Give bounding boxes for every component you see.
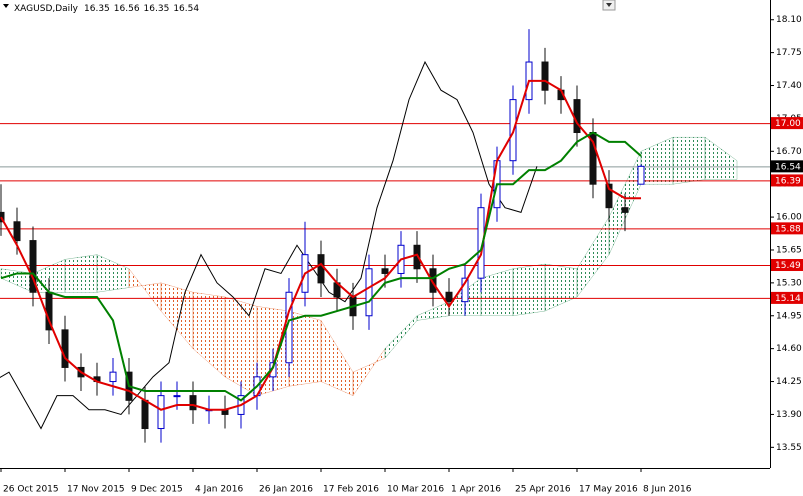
- cloud-segment: [512, 263, 546, 316]
- cloud-segment: [64, 254, 98, 293]
- candle-body: [61, 329, 69, 368]
- y-tick-label: 14.60: [776, 344, 802, 354]
- x-tick-label: 26 Jan 2016: [259, 485, 313, 495]
- candle-body: [621, 207, 629, 213]
- x-tick-label: 17 Nov 2015: [67, 485, 125, 495]
- high: 16.56: [114, 4, 140, 14]
- candle-body: [413, 244, 421, 270]
- candle-body: [109, 371, 117, 383]
- chart-title: XAGUSD,Daily 16.35 16.56 16.35 16.54: [14, 4, 199, 14]
- y-tick-label: 14.95: [776, 311, 802, 321]
- candle-body: [141, 399, 149, 430]
- price-tag-label: 15.14: [775, 294, 801, 304]
- x-tick-label: 10 Mar 2016: [387, 485, 444, 495]
- y-tick-label: 14.25: [776, 377, 802, 387]
- candle-body: [381, 268, 389, 274]
- price-tag-label: 16.54: [775, 162, 801, 172]
- candle-body: [429, 268, 437, 293]
- price-tag: [771, 259, 803, 272]
- y-tick-label: 16.00: [776, 213, 802, 223]
- price-tag-label: 16.39: [775, 176, 801, 186]
- x-tick-label: 8 Jun 2016: [643, 485, 692, 495]
- plot-area: [0, 29, 770, 443]
- candle-body: [157, 395, 165, 430]
- cloud-segment: [672, 137, 706, 185]
- y-tick-label: 15.65: [776, 245, 802, 255]
- price-tag: [771, 222, 803, 235]
- indicator-line: [0, 79, 641, 411]
- x-tick-label: 4 Jan 2016: [195, 485, 243, 495]
- indicator-line: [0, 131, 642, 402]
- cloud-segment: [288, 310, 322, 387]
- candle-body: [605, 183, 613, 209]
- price-tag: [771, 291, 803, 304]
- candle-body: [461, 277, 469, 303]
- chikou-line: [0, 60, 538, 430]
- menu-arrow[interactable]: [3, 4, 9, 8]
- candle-body: [13, 221, 21, 242]
- low: 16.35: [144, 4, 170, 14]
- scroll-button[interactable]: [602, 0, 616, 11]
- candle-body: [573, 99, 581, 134]
- candle-body: [365, 268, 373, 317]
- candle-body: [541, 61, 549, 91]
- open: 16.35: [84, 4, 110, 14]
- candle-body: [29, 240, 37, 293]
- candle-body: [189, 395, 197, 411]
- y-tick-label: 13.55: [776, 443, 802, 453]
- x-tick-label: 9 Dec 2015: [131, 485, 183, 495]
- y-tick-label: 13.90: [776, 410, 802, 420]
- candle-body: [637, 165, 645, 185]
- x-tick-label: 26 Oct 2015: [3, 485, 59, 495]
- close: 16.54: [173, 4, 199, 14]
- candle-body: [445, 291, 453, 303]
- price-tag: [771, 117, 803, 130]
- y-tick-label: 16.70: [776, 147, 802, 157]
- x-tick-label: 17 Feb 2016: [323, 485, 379, 495]
- price-tag-label: 15.49: [775, 261, 801, 271]
- candle-body: [317, 254, 325, 284]
- price-tag: [771, 160, 803, 173]
- symbol: XAGUSD,Daily: [14, 4, 79, 14]
- y-tick-label: 17.75: [776, 48, 802, 58]
- price-tag-label: 15.88: [775, 224, 801, 234]
- x-tick-label: 17 May 2016: [579, 485, 638, 495]
- y-tick-label: 18.10: [776, 15, 802, 25]
- price-tag-label: 17.00: [775, 119, 801, 129]
- candle-body: [173, 395, 181, 398]
- price-tag: [771, 174, 803, 187]
- cloud-segment: [704, 136, 738, 180]
- y-tick-label: 17.40: [776, 81, 802, 91]
- x-tick-label: 1 Apr 2016: [451, 485, 501, 495]
- x-tick-label: 25 Apr 2016: [515, 485, 571, 495]
- y-tick-label: 15.30: [776, 278, 802, 288]
